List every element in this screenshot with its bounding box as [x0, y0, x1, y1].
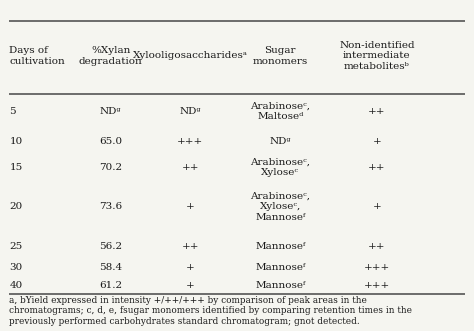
Text: 73.6: 73.6 [99, 202, 122, 211]
Text: ++: ++ [368, 163, 386, 171]
Text: Sugar
monomers: Sugar monomers [253, 46, 308, 66]
Text: 61.2: 61.2 [99, 281, 122, 290]
Text: NDᵍ: NDᵍ [269, 137, 291, 146]
Text: 65.0: 65.0 [99, 137, 122, 146]
Text: +++: +++ [177, 137, 203, 146]
Text: ++: ++ [368, 242, 386, 251]
Text: NDᵍ: NDᵍ [100, 107, 121, 116]
Text: Mannoseᶠ: Mannoseᶠ [255, 263, 305, 272]
Text: %Xylan
degradation: %Xylan degradation [79, 46, 143, 66]
Text: 15: 15 [9, 163, 23, 171]
Text: Mannoseᶠ: Mannoseᶠ [255, 242, 305, 251]
Text: ++: ++ [182, 242, 199, 251]
Text: 40: 40 [9, 281, 23, 290]
Text: +: + [373, 137, 381, 146]
Text: +++: +++ [364, 263, 390, 272]
Text: +: + [186, 263, 195, 272]
Text: 70.2: 70.2 [99, 163, 122, 171]
Text: +: + [186, 202, 195, 211]
Text: +: + [186, 281, 195, 290]
Text: +: + [373, 202, 381, 211]
Text: +++: +++ [364, 281, 390, 290]
Text: 10: 10 [9, 137, 23, 146]
Text: 30: 30 [9, 263, 23, 272]
Text: 5: 5 [9, 107, 16, 116]
Text: Non-identified
intermediate
metabolitesᵇ: Non-identified intermediate metabolitesᵇ [339, 41, 415, 71]
Text: Arabinoseᶜ,
Xyloseᶜ: Arabinoseᶜ, Xyloseᶜ [250, 157, 310, 177]
Text: Days of
cultivation: Days of cultivation [9, 46, 65, 66]
Text: Arabinoseᶜ,
Xyloseᶜ,
Mannoseᶠ: Arabinoseᶜ, Xyloseᶜ, Mannoseᶠ [250, 192, 310, 222]
Text: Mannoseᶠ: Mannoseᶠ [255, 281, 305, 290]
Text: Xylooligosaccharidesᵃ: Xylooligosaccharidesᵃ [133, 51, 248, 60]
Text: a, bYield expressed in intensity +/++/+++ by comparison of peak areas in the
chr: a, bYield expressed in intensity +/++/++… [9, 296, 412, 326]
Text: 25: 25 [9, 242, 23, 251]
Text: 58.4: 58.4 [99, 263, 122, 272]
Text: 20: 20 [9, 202, 23, 211]
Text: ++: ++ [182, 163, 199, 171]
Text: Arabinoseᶜ,
Maltoseᵈ: Arabinoseᶜ, Maltoseᵈ [250, 102, 310, 121]
Text: 56.2: 56.2 [99, 242, 122, 251]
Text: NDᵍ: NDᵍ [180, 107, 201, 116]
Text: ++: ++ [368, 107, 386, 116]
